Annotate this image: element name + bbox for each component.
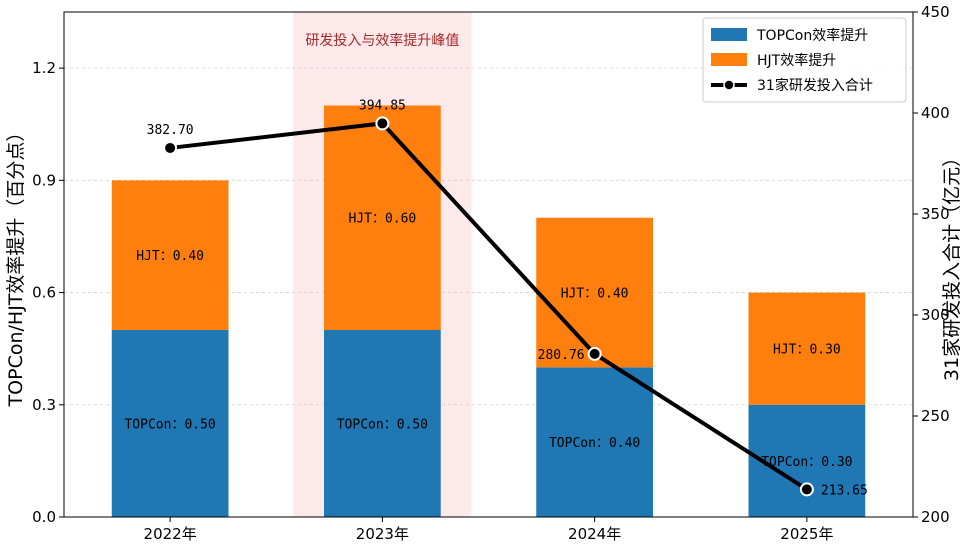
bar-hjt-2 — [536, 217, 653, 368]
y2-tick-label: 450 — [921, 3, 950, 21]
legend-box — [702, 17, 907, 103]
bar-label-hjt-2: HJT：0.40 — [561, 287, 629, 302]
legend-label-rd: 31家研发投入合计 — [757, 77, 873, 94]
legend-swatch-rd-marker — [723, 79, 735, 91]
bar-hjt-0 — [111, 180, 229, 330]
legend: TOPCon效率提升 HJT效率提升 31家研发投入合计 — [702, 17, 907, 103]
legend-swatch-topcon — [711, 28, 747, 41]
x-tick-label: 2022年 — [144, 525, 197, 543]
bar-label-hjt-3: HJT：0.30 — [773, 343, 841, 358]
y2-tick-label: 400 — [921, 104, 950, 122]
bar-label-topcon-3: TOPCon：0.30 — [761, 455, 852, 470]
right-axis-ticks: 200 250 300 350 400 450 — [913, 3, 950, 526]
y2-tick-label: 350 — [921, 205, 950, 223]
rd-point-label-1: 394.85 — [359, 98, 406, 113]
y2-axis-label: 31家研发投入合计（亿元） — [941, 148, 963, 381]
bar-label-topcon-0: TOPCon：0.50 — [124, 417, 215, 432]
x-tick-label: 2025年 — [780, 525, 833, 543]
rd-point-label-3: 213.65 — [821, 483, 868, 498]
x-axis-ticks: 2022年 2023年 2024年 2025年 — [144, 517, 833, 543]
rd-point-label-2: 280.76 — [538, 348, 585, 363]
y-tick-label: 1.2 — [32, 59, 56, 77]
x-tick-label: 2023年 — [356, 525, 409, 543]
bar-label-hjt-1: HJT：0.60 — [348, 212, 416, 227]
line-group: 382.70 394.85 280.76 213.65 — [147, 98, 868, 498]
left-axis-ticks: 0.0 0.3 0.6 0.9 1.2 — [32, 59, 64, 526]
highlight-annotation: 研发投入与效率提升峰值 — [305, 32, 459, 49]
bar-topcon-1 — [324, 329, 441, 517]
y2-tick-label: 200 — [921, 508, 950, 526]
rd-point-1 — [375, 116, 390, 131]
plot-frame — [63, 11, 914, 518]
y-tick-label: 0.0 — [32, 508, 56, 526]
y2-tick-label: 250 — [921, 407, 950, 425]
y-axis-label: TOPCon/HJT效率提升（百分点） — [5, 123, 27, 408]
rd-line — [169, 121, 808, 492]
rd-point-label-0: 382.70 — [147, 123, 194, 138]
legend-label-topcon: TOPCon效率提升 — [756, 27, 868, 44]
bar-group — [111, 105, 866, 517]
y2-tick-label: 300 — [921, 306, 950, 324]
y-tick-label: 0.6 — [32, 284, 56, 302]
bar-topcon-3 — [748, 404, 866, 517]
bar-topcon-2 — [536, 367, 653, 517]
legend-swatch-hjt — [711, 53, 747, 66]
legend-label-hjt: HJT效率提升 — [757, 52, 836, 69]
y-tick-label: 0.3 — [32, 396, 56, 414]
bar-label-group: TOPCon：0.50 HJT：0.40 TOPCon：0.50 HJT：0.60 TO… — [124, 212, 852, 470]
bar-label-topcon-1: TOPCon：0.50 — [337, 417, 428, 432]
rd-point-0 — [163, 140, 178, 155]
rd-point-3 — [799, 482, 814, 497]
y-tick-label: 0.9 — [32, 171, 56, 189]
rd-point-2 — [587, 346, 602, 361]
bar-hjt-3 — [748, 292, 866, 405]
bar-hjt-1 — [324, 105, 441, 330]
bar-topcon-0 — [111, 329, 229, 517]
bar-label-hjt-0: HJT：0.40 — [136, 249, 204, 264]
x-tick-label: 2024年 — [568, 525, 621, 543]
bar-label-topcon-2: TOPCon：0.40 — [549, 436, 640, 451]
